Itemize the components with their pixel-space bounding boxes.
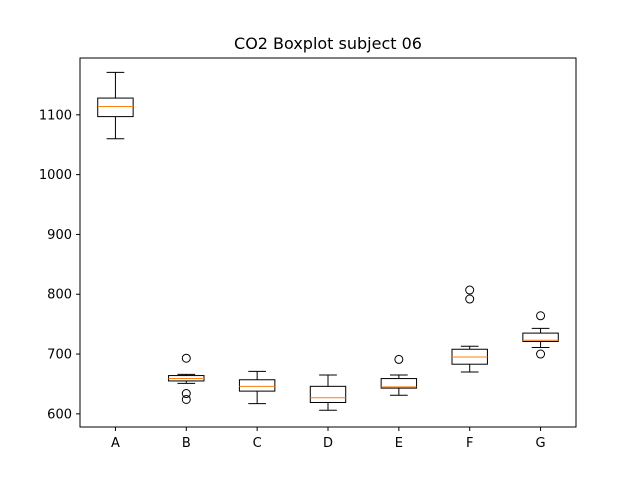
outlier-point <box>394 354 404 364</box>
y-tick-label: 600 <box>47 407 72 422</box>
x-tick-label: C <box>253 436 262 451</box>
box-C <box>238 379 276 392</box>
y-tick-label: 1100 <box>39 108 72 123</box>
y-tick-label: 700 <box>47 348 72 363</box>
y-tick-label: 900 <box>47 228 72 243</box>
box-G <box>522 332 559 342</box>
y-tick-label: 800 <box>47 288 72 303</box>
x-tick-label: G <box>536 436 546 451</box>
outlier-point <box>536 311 546 321</box>
outlier-point <box>181 389 191 399</box>
outlier-point <box>181 394 191 404</box>
box-E <box>380 378 418 389</box>
axes-frame <box>79 57 577 428</box>
x-tick-label: B <box>182 436 191 451</box>
x-tick-label: E <box>395 436 403 451</box>
outlier-point <box>465 294 475 304</box>
outlier-point <box>465 285 475 295</box>
box-D <box>309 385 347 403</box>
x-tick-label: A <box>111 436 120 451</box>
x-tick-label: F <box>466 436 473 451</box>
outlier-point <box>536 349 546 359</box>
x-tick-label: D <box>323 436 333 451</box>
plot-area: 600 700 800 900 1000 1100 A B C D E F G <box>39 57 577 451</box>
box-A <box>97 97 134 118</box>
outlier-point <box>181 353 191 363</box>
chart-title: CO2 Boxplot subject 06 <box>234 34 422 53</box>
y-tick-label: 1000 <box>39 168 72 183</box>
